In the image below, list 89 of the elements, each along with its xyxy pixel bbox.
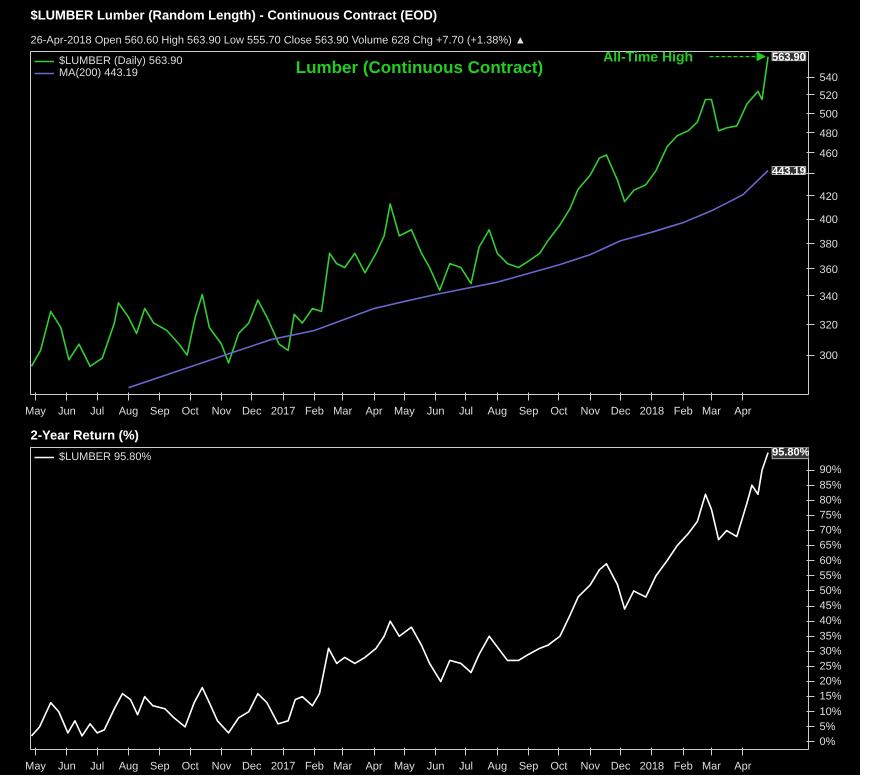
x-tick-label: Jun <box>426 406 445 418</box>
x-tick-label: Mar <box>702 760 722 772</box>
y-tick-label: 25% <box>820 660 842 672</box>
x-tick-label: Sep <box>518 406 538 418</box>
y-tick-label: 85% <box>820 479 842 492</box>
x-tick-label: Nov <box>212 760 232 772</box>
annotation: All-Time High <box>603 48 694 65</box>
y-tick-label: 520 <box>820 90 838 102</box>
y-tick-label: 420 <box>820 190 838 203</box>
x-tick-label: Nov <box>580 406 601 418</box>
legend-label: $LUMBER (Daily) 563.90 <box>59 55 182 67</box>
y-tick-label: 35% <box>820 630 842 642</box>
x-tick-label: Apr <box>365 406 383 418</box>
x-tick-label: Feb <box>304 760 324 772</box>
y-tick-label: 400 <box>820 214 838 226</box>
annotation: Lumber (Continuous Contract) <box>296 58 544 77</box>
y-tick-label: 60% <box>820 554 842 567</box>
x-tick-label: Nov <box>212 406 232 418</box>
x-tick-label: 2018 <box>640 406 664 418</box>
y-tick-label: 15% <box>820 690 842 703</box>
x-tick-label: Mar <box>333 760 353 772</box>
x-tick-label: Feb <box>674 760 693 772</box>
x-tick-label: Dec <box>242 760 262 772</box>
x-tick-label: May <box>394 406 416 418</box>
y-tick-label: 540 <box>820 72 838 84</box>
x-tick-label: Feb <box>674 406 693 418</box>
y-tick-label: 360 <box>820 264 838 276</box>
y-tick-label: 55% <box>820 570 842 582</box>
y-tick-label: 65% <box>820 540 842 552</box>
y-tick-label: 90% <box>820 464 842 476</box>
x-tick-label: Apr <box>365 760 383 772</box>
legend-label: MA(200) 443.19 <box>59 67 138 79</box>
x-tick-label: Aug <box>488 406 508 418</box>
y-tick-label: 75% <box>820 509 842 522</box>
x-tick-label: Aug <box>118 406 138 418</box>
y-tick-label: 5% <box>820 720 836 733</box>
x-tick-label: Oct <box>182 406 199 418</box>
x-tick-label: 2017 <box>270 760 296 772</box>
line-series <box>30 452 769 737</box>
x-tick-label: Oct <box>550 760 568 772</box>
x-tick-label: Sep <box>150 406 170 418</box>
y-tick-label: 480 <box>820 128 838 140</box>
y-tick-label: 10% <box>820 706 842 718</box>
x-tick-label: Jun <box>58 760 76 772</box>
x-tick-label: Sep <box>150 760 170 772</box>
y-tick-label: 30% <box>820 645 842 658</box>
y-tick-label: 380 <box>820 238 838 250</box>
x-tick-label: Sep <box>518 760 538 772</box>
y-tick-label: 45% <box>820 600 842 612</box>
x-tick-label: Jul <box>458 760 474 772</box>
chart-subtitle: 26-Apr-2018 Open 560.60 High 563.90 Low 555.70 Close 563.90 Volume 628 Chg +7.70 (+1.38%) ▲ <box>30 34 526 46</box>
y-tick-label: 340 <box>820 290 838 303</box>
y-tick-label: 0% <box>820 736 836 748</box>
x-tick-label: Jun <box>58 406 76 418</box>
line-series <box>128 170 769 388</box>
x-tick-label: Jun <box>426 760 445 772</box>
y-tick-label: 50% <box>820 584 842 597</box>
x-tick-label: Oct <box>550 406 568 418</box>
chart-title: 2-Year Return (%) <box>30 428 139 442</box>
x-tick-label: Jul <box>90 760 104 772</box>
legend-label: $LUMBER 95.80% <box>59 451 152 463</box>
x-tick-label: Apr <box>734 406 752 418</box>
y-tick-label: 40% <box>820 615 842 628</box>
x-tick-label: Feb <box>304 406 324 418</box>
x-tick-label: Aug <box>118 760 138 772</box>
y-tick-label: 70% <box>820 524 842 537</box>
x-tick-label: Mar <box>333 406 353 418</box>
y-tick-label: 500 <box>820 108 838 120</box>
x-tick-label: Apr <box>734 760 752 772</box>
x-tick-label: Nov <box>580 760 601 772</box>
x-tick-label: Dec <box>610 760 631 772</box>
chart-title: $LUMBER Lumber (Random Length) - Continuous Contract (EOD) <box>30 8 438 22</box>
x-tick-label: Jul <box>90 406 104 418</box>
x-tick-label: Jul <box>458 406 474 418</box>
x-tick-label: 2018 <box>640 760 664 772</box>
y-tick-label: 300 <box>820 350 838 362</box>
x-tick-label: Oct <box>182 760 199 772</box>
y-tick-label: 320 <box>820 320 838 332</box>
x-tick-label: May <box>25 406 46 418</box>
x-tick-label: Mar <box>702 406 722 418</box>
x-tick-label: Aug <box>488 760 508 772</box>
x-tick-label: 2017 <box>270 406 296 418</box>
x-tick-label: May <box>394 760 416 772</box>
x-tick-label: Dec <box>242 406 262 418</box>
x-tick-label: May <box>25 760 46 772</box>
y-tick-label: 460 <box>820 148 838 160</box>
y-tick-label: 80% <box>820 494 842 506</box>
y-tick-label: 20% <box>820 676 842 688</box>
x-tick-label: Dec <box>610 406 631 418</box>
